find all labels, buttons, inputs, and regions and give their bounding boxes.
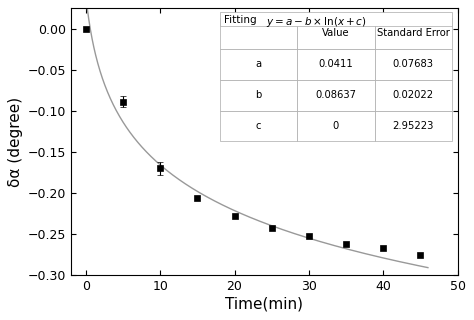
Text: $y=a-b\times\ln(x+c)$: $y=a-b\times\ln(x+c)$	[266, 15, 367, 29]
Y-axis label: δα (degree): δα (degree)	[9, 96, 23, 187]
Text: Fitting: Fitting	[224, 15, 257, 25]
Text: Fitting: Fitting	[224, 15, 257, 25]
Text: $y\!=\!a\!-\!b\!\times\!\ln(x\!+\!c)$: $y\!=\!a\!-\!b\!\times\!\ln(x\!+\!c)$	[266, 15, 354, 29]
FancyBboxPatch shape	[220, 12, 452, 26]
X-axis label: Time(min): Time(min)	[225, 297, 303, 312]
